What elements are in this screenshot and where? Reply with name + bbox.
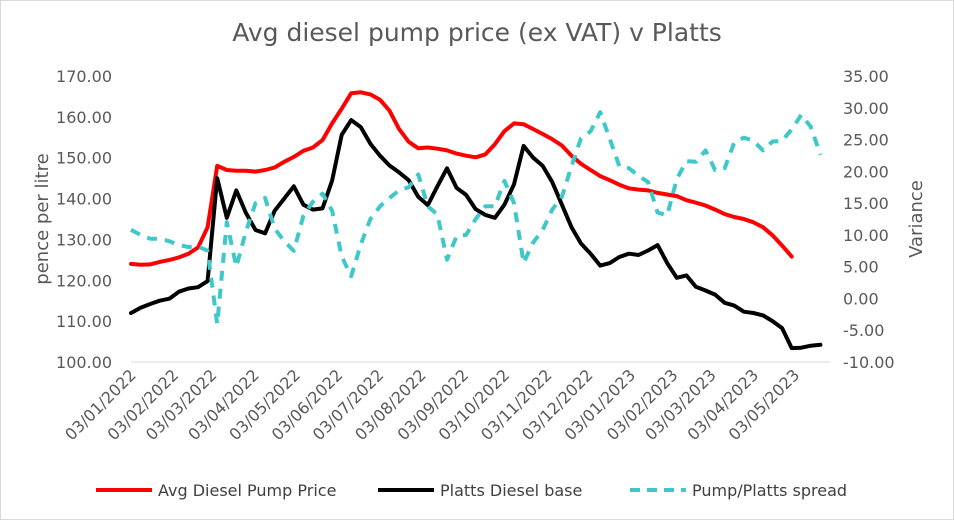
- legend-item-platts: Platts Diesel base: [378, 478, 582, 502]
- legend: Avg Diesel Pump Price Platts Diesel base…: [0, 478, 954, 502]
- series-spread-line: [130, 110, 823, 326]
- y-right-tick-label: 0.00: [843, 289, 879, 308]
- y-left-tick-label: 110.00: [56, 312, 112, 331]
- y-right-tick-label: -5.00: [843, 321, 884, 340]
- legend-label-spread: Pump/Platts spread: [692, 480, 848, 500]
- y-right-tick-label: 10.00: [843, 226, 889, 245]
- legend-swatch-platts: [378, 488, 434, 492]
- y-left-tick-label: 100.00: [56, 353, 112, 372]
- y-left-axis-title: pence per litre: [32, 153, 53, 284]
- chart-title: Avg diesel pump price (ex VAT) v Platts: [232, 18, 722, 47]
- y-left-tick-label: 150.00: [56, 149, 112, 168]
- y-right-tick-label: 15.00: [843, 194, 889, 213]
- legend-swatch-spread: [630, 488, 686, 492]
- y-left-tick-label: 170.00: [56, 67, 112, 86]
- legend-item-pump-price: Avg Diesel Pump Price: [96, 478, 336, 502]
- legend-item-spread: Pump/Platts spread: [630, 478, 847, 502]
- y-right-tick-label: -10.00: [843, 353, 895, 372]
- legend-swatch-pump-price: [96, 488, 152, 492]
- y-right-tick-label: 5.00: [843, 258, 879, 277]
- y-right-axis-title: Variance: [906, 180, 927, 258]
- legend-label-pump-price: Avg Diesel Pump Price: [158, 480, 337, 500]
- y-right-tick-label: 30.00: [843, 99, 889, 118]
- y-right-tick-label: 25.00: [843, 131, 889, 150]
- y-right-tick-label: 35.00: [843, 67, 889, 86]
- y-left-tick-label: 160.00: [56, 108, 112, 127]
- chart-plot-area: 100.00 110.00 120.00 130.00 140.00 150.00 160.…: [32, 67, 927, 444]
- series-platts-line: [129, 118, 823, 351]
- y-left-tick-label: 130.00: [56, 230, 112, 249]
- legend-label-platts: Platts Diesel base: [440, 480, 583, 500]
- y-left-tick-label: 140.00: [56, 190, 112, 209]
- series-pump-price-line: [129, 90, 794, 267]
- y-right-tick-label: 20.00: [843, 162, 889, 181]
- y-left-tick-label: 120.00: [56, 271, 112, 290]
